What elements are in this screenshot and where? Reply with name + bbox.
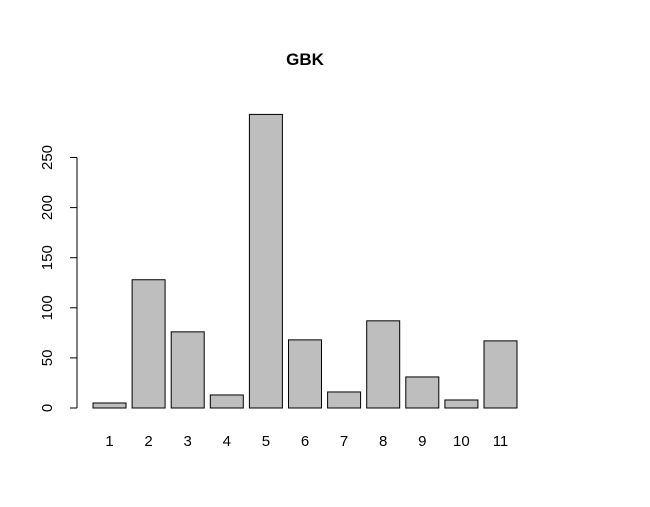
bar-7: [327, 391, 362, 409]
bar-3: [170, 331, 205, 409]
x-tick-label: 11: [493, 433, 509, 450]
x-tick-label: 9: [418, 433, 426, 450]
chart-title: GBK: [286, 50, 325, 69]
x-tick-label: 5: [262, 433, 270, 450]
x-tick-label: 4: [223, 433, 231, 450]
y-tick-label: 100: [39, 295, 56, 320]
x-tick-label: 10: [453, 433, 470, 450]
x-tick-label: 6: [301, 433, 309, 450]
y-tick-label: 200: [39, 195, 56, 220]
x-tick-label: 2: [144, 433, 152, 450]
bar-6: [288, 339, 322, 409]
y-tick-label: 50: [39, 350, 56, 367]
bars-group: [92, 113, 518, 409]
y-tick-label: 150: [39, 245, 56, 270]
bar-8: [366, 320, 401, 409]
y-axis: 0 50 100 150 200 250: [39, 145, 78, 412]
bar-2: [131, 279, 166, 409]
bar-9: [405, 376, 440, 409]
x-tick-label: 1: [105, 433, 113, 450]
bar-11: [483, 340, 518, 409]
bar-1: [92, 402, 127, 409]
x-tick-label: 7: [340, 433, 348, 450]
y-tick-label: 0: [39, 404, 56, 412]
x-tick-label: 3: [184, 433, 192, 450]
x-tick-labels: 1 2 3 4 5 6 7 8 9 10 11: [105, 433, 508, 450]
x-tick-label: 8: [379, 433, 387, 450]
bar-5: [248, 113, 283, 409]
bar-4: [209, 394, 244, 409]
bar-10: [444, 399, 479, 409]
y-tick-label: 250: [39, 145, 56, 170]
